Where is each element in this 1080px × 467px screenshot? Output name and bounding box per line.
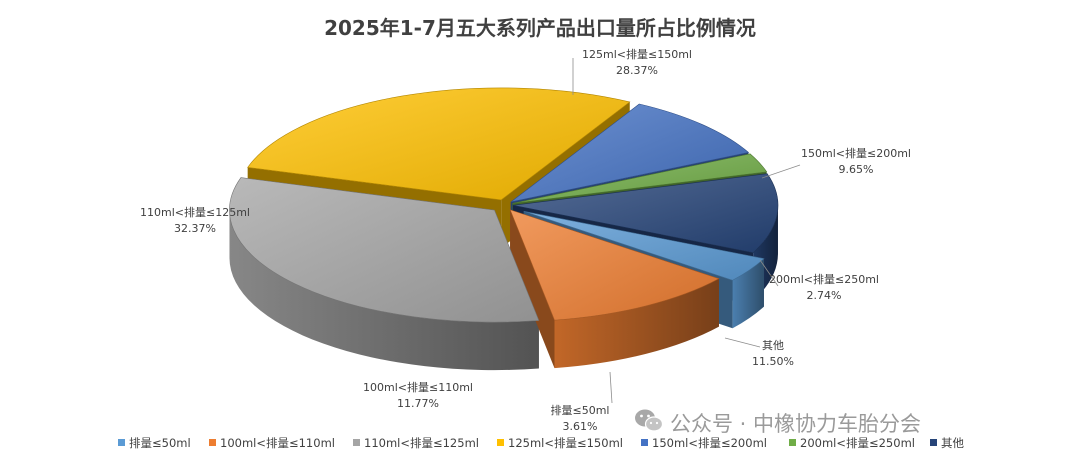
legend-swatch bbox=[789, 439, 796, 446]
pie-slice bbox=[509, 209, 720, 321]
legend-swatch bbox=[353, 439, 360, 446]
data-label-category: 150ml<排量≤200ml bbox=[801, 146, 911, 160]
data-label-value: 11.77% bbox=[397, 397, 439, 410]
legend-swatch bbox=[118, 439, 125, 446]
data-label-value: 9.65% bbox=[839, 163, 874, 176]
legend: 排量≤50ml 100ml<排量≤110ml 110ml<排量≤125ml 125ml… bbox=[118, 436, 964, 450]
legend-item: 110ml<排量≤125ml bbox=[353, 436, 479, 450]
data-label-category: 125ml<排量≤150ml bbox=[582, 47, 692, 61]
leader-line bbox=[761, 164, 801, 179]
data-label-value: 3.61% bbox=[563, 420, 598, 433]
data-label-value: 28.37% bbox=[616, 64, 658, 77]
slice-outer-wall bbox=[554, 278, 719, 369]
legend-label: 110ml<排量≤125ml bbox=[364, 436, 479, 450]
data-label-category: 100ml<排量≤110ml bbox=[363, 380, 473, 394]
data-labels: 排量≤50ml 3.61% 100ml<排量≤110ml 11.77% 110ml<排量… bbox=[140, 47, 911, 433]
legend-label: 排量≤50ml bbox=[129, 436, 191, 450]
data-label-value: 32.37% bbox=[174, 222, 216, 235]
leader-line bbox=[759, 259, 779, 287]
data-label-value: 11.50% bbox=[752, 355, 794, 368]
data-label-category: 排量≤50ml bbox=[551, 403, 610, 417]
slice-outer-wall bbox=[229, 210, 539, 371]
leader-line bbox=[609, 371, 613, 404]
slice-radial-wall bbox=[510, 209, 555, 369]
pie-slice bbox=[229, 177, 540, 323]
data-label-category: 110ml<排量≤125ml bbox=[140, 205, 250, 219]
pie-slice bbox=[510, 103, 750, 203]
leader-lines bbox=[572, 58, 801, 404]
data-label-category: 200ml<排量≤250ml bbox=[769, 272, 879, 286]
legend-label: 100ml<排量≤110ml bbox=[220, 436, 335, 450]
legend-item: 200ml<排量≤250ml bbox=[789, 436, 915, 450]
legend-swatch bbox=[497, 439, 504, 446]
legend-label: 200ml<排量≤250ml bbox=[800, 436, 915, 450]
legend-swatch bbox=[641, 439, 648, 446]
pie-tops bbox=[229, 87, 779, 323]
pie-slice bbox=[512, 173, 779, 253]
legend-item: 150ml<排量≤200ml bbox=[641, 436, 767, 450]
legend-swatch bbox=[209, 439, 216, 446]
legend-label: 150ml<排量≤200ml bbox=[652, 436, 767, 450]
legend-item: 其他 bbox=[930, 436, 964, 450]
watermark-text: 公众号 · 中橡协力车胎分会 bbox=[670, 412, 921, 436]
pie-slice bbox=[523, 211, 765, 281]
legend-label: 125ml<排量≤150ml bbox=[508, 436, 623, 450]
pie-slice bbox=[512, 153, 768, 204]
legend-item: 100ml<排量≤110ml bbox=[209, 436, 335, 450]
legend-item: 125ml<排量≤150ml bbox=[497, 436, 623, 450]
leader-line bbox=[724, 337, 761, 348]
watermark: 公众号 · 中橡协力车胎分会 bbox=[635, 409, 921, 436]
legend-label: 其他 bbox=[941, 436, 964, 450]
data-label-value: 2.74% bbox=[807, 289, 842, 302]
legend-swatch bbox=[930, 439, 937, 446]
chart-title: 2025年1-7月五大系列产品出口量所占比例情况 bbox=[324, 16, 756, 40]
wechat-icon bbox=[635, 409, 664, 432]
data-label-category: 其他 bbox=[762, 339, 784, 352]
pie-slice bbox=[247, 87, 631, 201]
legend-item: 排量≤50ml bbox=[118, 436, 191, 450]
